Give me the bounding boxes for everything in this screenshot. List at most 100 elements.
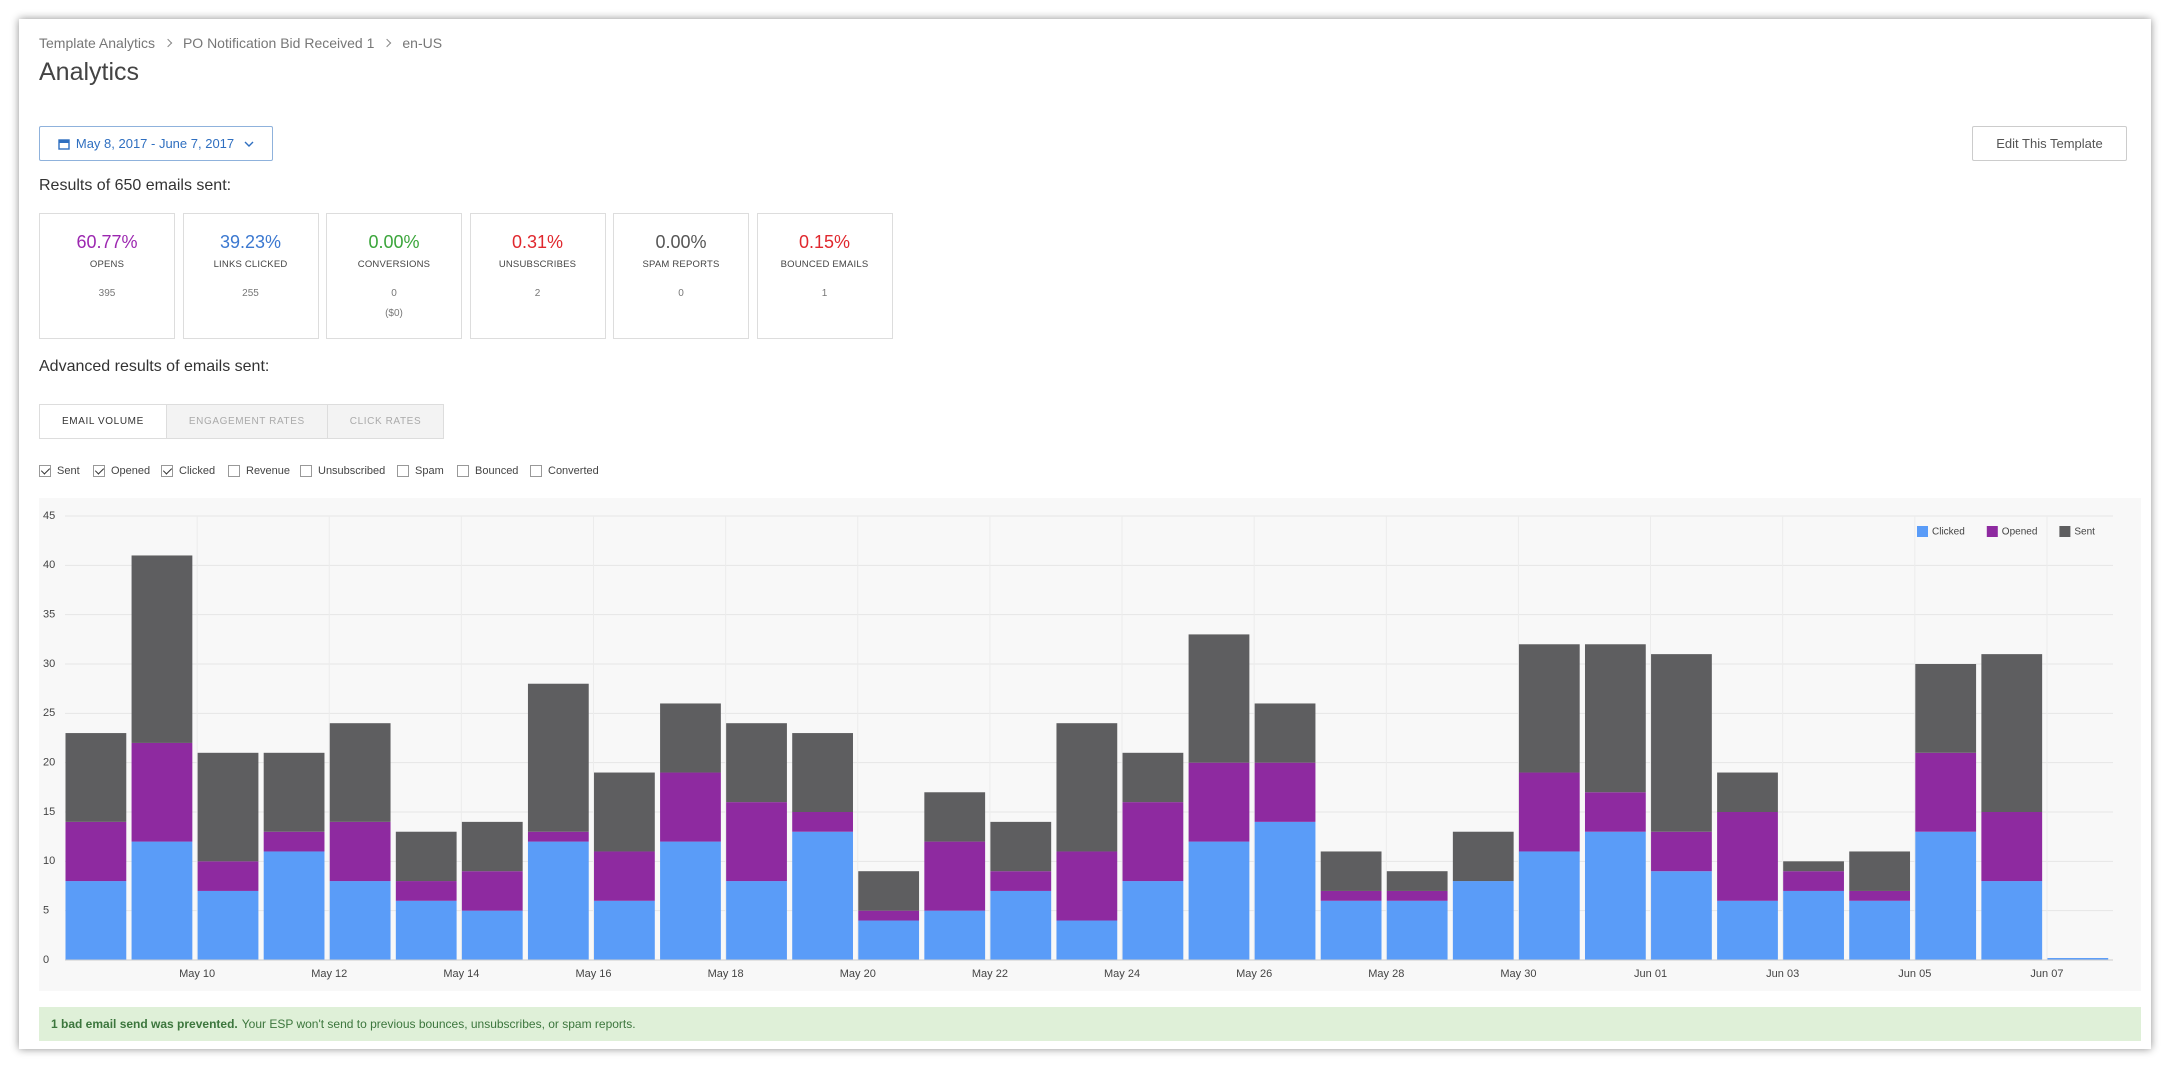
bar-segment [1254, 762, 1316, 822]
checkbox-label: Unsubscribed [318, 465, 386, 477]
checkbox-box [397, 465, 409, 477]
date-range-button[interactable]: May 8, 2017 - June 7, 2017 [39, 126, 273, 161]
x-tick-label: Jun 01 [1634, 968, 1667, 980]
bar-segment [65, 733, 127, 822]
bar-segment [1849, 890, 1911, 901]
bar-segment [197, 890, 259, 960]
checkbox[interactable]: Bounced [457, 463, 518, 479]
caret [244, 141, 254, 147]
checkbox-box [93, 465, 105, 477]
x-tick-label: May 30 [1500, 968, 1536, 980]
checkbox[interactable]: Spam [397, 463, 444, 479]
bar-segment [594, 900, 655, 960]
bar-segment [990, 890, 1052, 960]
bar-segment [594, 851, 655, 901]
y-tick-label: 5 [43, 905, 49, 917]
results-heading: Results of 650 emails sent: [39, 177, 232, 194]
bar-segment [1188, 841, 1250, 960]
bar-segment [1915, 752, 1977, 832]
stat-card: 0.31% UNSUBSCRIBES 2 [469, 213, 606, 339]
bar-segment [2047, 958, 2109, 960]
checkbox[interactable]: Opened [93, 463, 150, 479]
checkbox-box [161, 465, 173, 477]
bar-segment [1651, 654, 1712, 832]
checkbox[interactable]: Sent [39, 463, 80, 479]
bar-segment [660, 703, 721, 773]
breadcrumb-item[interactable]: Template Analytics [39, 35, 155, 51]
bar-segment [924, 841, 986, 911]
stat-percent: 0.00% [655, 232, 707, 252]
bar-segment [461, 821, 523, 872]
bar-segment [131, 555, 193, 743]
stat-label: BOUNCED EMAILS [780, 259, 869, 270]
bar-segment [924, 910, 986, 960]
bar-segment [1849, 900, 1911, 960]
checkbox-box [457, 465, 469, 477]
stat-label: CONVERSIONS [357, 259, 431, 270]
bar-segment [1386, 890, 1448, 901]
bar-segment [1584, 644, 1646, 793]
bar-segment [1981, 654, 2043, 812]
x-tick-label: Jun 05 [1898, 968, 1931, 980]
alert: 1 bad email send was prevented. Your ESP … [39, 1007, 2141, 1041]
bar-segment [1386, 900, 1448, 960]
stat-percent: 60.77% [76, 232, 138, 252]
stat-count: 0 [678, 288, 684, 299]
y-tick-label: 35 [43, 609, 55, 621]
legend-swatch [1917, 526, 1928, 537]
bar-segment [792, 733, 853, 812]
stat-percent: 0.31% [511, 232, 564, 252]
bar-segment [1188, 762, 1250, 842]
tab[interactable]: CLICK RATES [326, 405, 444, 438]
tab[interactable]: EMAIL VOLUME [40, 405, 166, 438]
breadcrumb-item[interactable]: en-US [402, 35, 443, 51]
checkbox-box [300, 465, 312, 477]
bar-segment [726, 881, 787, 960]
bar-segment [1981, 881, 2043, 960]
checkbox[interactable]: Revenue [228, 463, 290, 479]
bar-segment [1849, 851, 1911, 891]
checkbox[interactable]: Clicked [161, 463, 215, 479]
advanced-heading: Advanced results of emails sent: [39, 358, 270, 375]
checkbox-box [39, 465, 51, 477]
tabs: EMAIL VOLUME ENGAGEMENT RATES CLICK RATES [39, 404, 445, 439]
bar-segment [1584, 831, 1646, 960]
x-tick-label: May 18 [708, 968, 744, 980]
bar-segment [726, 802, 787, 882]
stat-card: 0.00% CONVERSIONS 0 ($0) [326, 213, 462, 339]
edit-template-button[interactable]: Edit This Template [1972, 126, 2127, 161]
stat-label: UNSUBSCRIBES [498, 259, 577, 270]
checkbox[interactable]: Converted [530, 463, 599, 479]
y-tick-label: 0 [43, 954, 49, 966]
checkbox-label: Revenue [246, 465, 291, 477]
stat-percent: 39.23% [219, 232, 282, 252]
bar-segment [1056, 920, 1118, 960]
bar-segment [1717, 812, 1778, 901]
checkbox[interactable]: Unsubscribed [300, 463, 385, 479]
chevron [163, 38, 173, 48]
bar-segment [1254, 703, 1316, 763]
x-tick-label: May 16 [575, 968, 611, 980]
bar-segment [197, 861, 259, 891]
breadcrumb-item[interactable]: PO Notification Bid Received 1 [182, 35, 375, 51]
stat-percent: 0.15% [798, 232, 851, 252]
bar-segment [1717, 900, 1778, 960]
bar-segment [660, 841, 721, 960]
bar-segment [527, 683, 589, 832]
y-tick-label: 45 [43, 510, 55, 522]
bar-segment [197, 752, 259, 862]
stat-label: SPAM REPORTS [642, 259, 720, 270]
bar-segment [1584, 792, 1646, 832]
bar-segment [1386, 871, 1448, 891]
bar-segment [858, 871, 920, 911]
bar-segment [527, 831, 589, 842]
x-tick-label: May 14 [443, 968, 479, 980]
bar-segment [1717, 772, 1778, 812]
bar-segment [594, 772, 655, 852]
stat-card: 39.23% LINKS CLICKED 255 [182, 213, 319, 339]
chevron [383, 38, 392, 48]
alert-bold: 1 bad email send was prevented. [51, 1017, 238, 1031]
tab[interactable]: ENGAGEMENT RATES [165, 405, 327, 438]
bar-segment [1915, 831, 1977, 960]
